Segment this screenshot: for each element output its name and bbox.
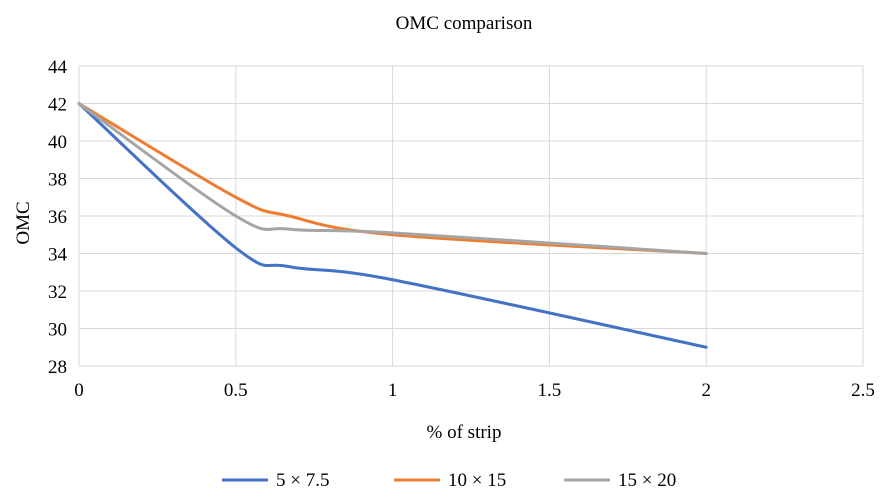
y-axis-title: OMC — [13, 201, 34, 244]
y-tick-label: 40 — [48, 132, 67, 153]
x-tick-label: 0 — [74, 380, 84, 401]
x-tick-label: 1 — [388, 380, 398, 401]
x-tick-label: 0.5 — [224, 380, 248, 401]
y-tick-label: 32 — [48, 282, 67, 303]
y-tick-label: 42 — [48, 95, 67, 116]
axes: 28 30 32 34 36 38 40 42 44 0 0.5 1 1.5 2 2.5 — [48, 57, 875, 401]
legend: 5 × 7.5 10 × 15 15 × 20 — [222, 470, 676, 491]
x-tick-label: 1.5 — [538, 380, 562, 401]
y-tick-label: 36 — [48, 207, 67, 228]
legend-label: 5 × 7.5 — [276, 470, 329, 491]
legend-label: 15 × 20 — [618, 470, 676, 491]
y-tick-label: 34 — [48, 245, 68, 266]
chart-title: OMC comparison — [396, 13, 533, 34]
y-tick-label: 28 — [48, 357, 67, 378]
legend-label: 10 × 15 — [448, 470, 506, 491]
plot-area-border — [78, 65, 864, 367]
x-axis-title: % of strip — [427, 422, 502, 443]
x-tick-label: 2.5 — [851, 380, 875, 401]
series-line-2 — [77, 102, 708, 255]
series-line-3 — [77, 102, 708, 255]
series-line-1 — [77, 102, 708, 349]
y-tick-label: 38 — [48, 170, 67, 191]
y-tick-label: 44 — [48, 57, 68, 78]
y-tick-label: 30 — [48, 320, 67, 341]
gridlines — [78, 65, 864, 367]
x-tick-label: 2 — [701, 380, 711, 401]
series — [77, 102, 708, 349]
